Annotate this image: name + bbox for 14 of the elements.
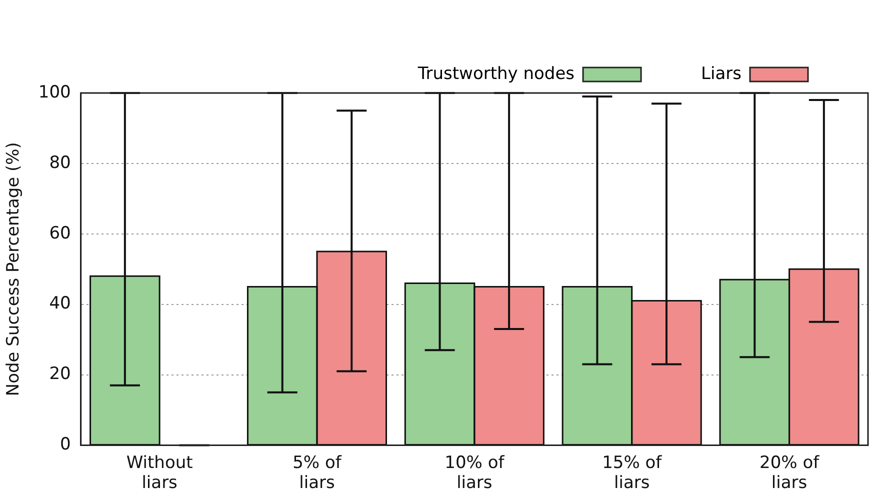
y-tick-label: 40 [49, 294, 71, 314]
legend-label: Trustworthy nodes [416, 64, 575, 84]
x-tick-label: 15% of liars [602, 452, 663, 494]
y-tick-label: 60 [49, 223, 71, 244]
x-tick-label: 10% of liars [444, 452, 506, 494]
x-tick-label: 5% of liars [292, 452, 342, 494]
legend-label: Liars [701, 64, 742, 84]
y-tick-label: 0 [60, 434, 71, 455]
x-tick-label: 20% of liars [759, 452, 820, 494]
y-tick-label: 80 [49, 152, 71, 173]
y-tick-label: 20 [49, 364, 71, 384]
x-tick-label: Without liars [126, 452, 194, 494]
y-axis-title: Node Success Percentage (%) [4, 142, 24, 396]
y-tick-label: 100 [38, 82, 71, 102]
